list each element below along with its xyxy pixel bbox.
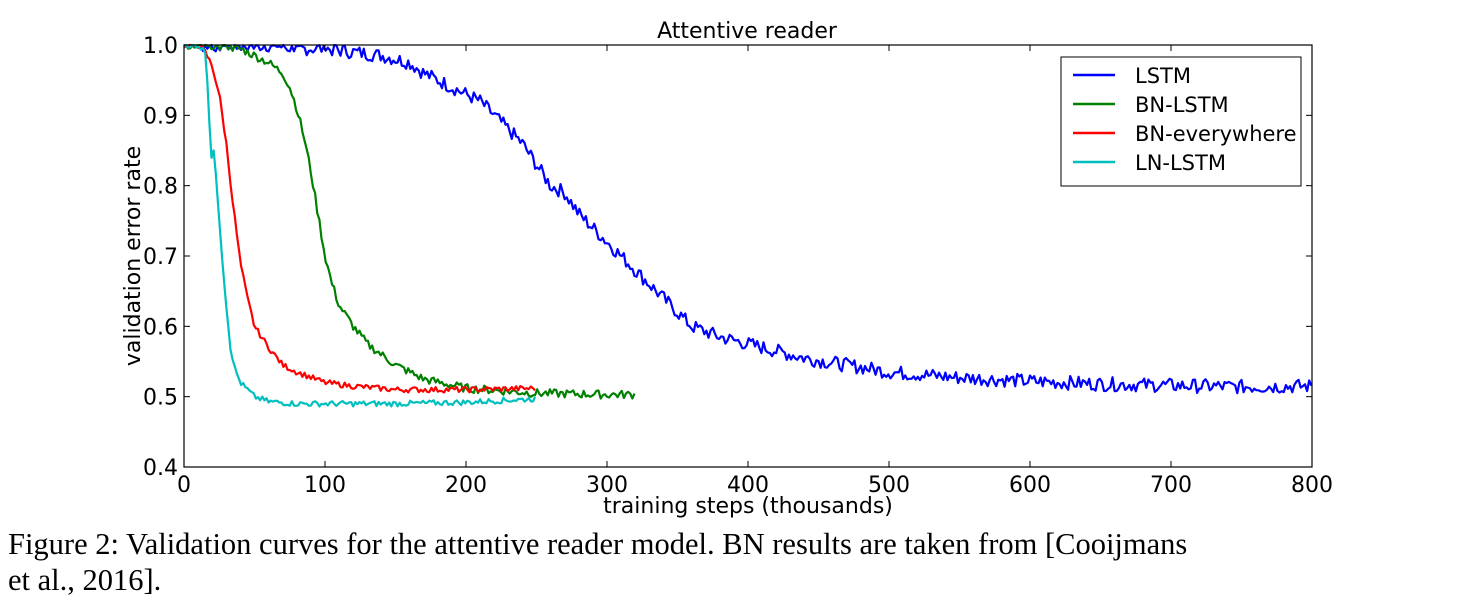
legend-label: LSTM — [1135, 64, 1191, 88]
y-tick-label: 0.5 — [143, 386, 178, 411]
y-tick-label: 0.4 — [143, 456, 178, 481]
plot-lines — [183, 43, 1313, 408]
x-tick-label: 700 — [1150, 473, 1192, 498]
x-tick-label: 800 — [1291, 473, 1333, 498]
series-line-bn-lstm — [183, 43, 636, 400]
x-tick-label: 600 — [1009, 473, 1051, 498]
caption-line-1: Figure 2: Validation curves for the atte… — [8, 527, 1188, 561]
y-tick-label: 0.6 — [143, 315, 178, 340]
series-line-ln-lstm — [183, 43, 537, 408]
x-tick-label: 400 — [727, 473, 769, 498]
legend-label: BN-everywhere — [1135, 122, 1297, 146]
y-tick-label: 0.9 — [143, 104, 178, 129]
x-tick-label: 0 — [177, 473, 191, 498]
caption-line-2: et al., 2016]. — [8, 563, 162, 597]
legend: LSTM BN-LSTM BN-everywhere LN-LSTM — [1060, 56, 1302, 187]
legend-label: BN-LSTM — [1135, 93, 1229, 117]
chart: Attentive reader 0 100 200 300 400 500 600 700 8… — [121, 19, 1333, 519]
y-axis-label: validation error rate — [121, 146, 146, 366]
figure-caption: Figure 2: Validation curves for the atte… — [8, 526, 1458, 598]
y-tick-label: 1.0 — [143, 34, 178, 59]
series-line-bn-everywhere — [183, 43, 536, 394]
y-tick-label: 0.7 — [143, 245, 178, 270]
x-tick-label: 100 — [304, 473, 346, 498]
x-tick-label: 500 — [868, 473, 910, 498]
x-tick-label: 300 — [586, 473, 628, 498]
x-axis-label: training steps (thousands) — [603, 494, 893, 519]
axis-ticks: 0 100 200 300 400 500 600 700 800 0.4 0.5 0.6 0.7 0.8… — [143, 34, 1333, 498]
chart-title: Attentive reader — [657, 19, 838, 44]
legend-label: LN-LSTM — [1135, 151, 1226, 175]
series-line-lstm — [183, 43, 1313, 395]
legend-box — [1060, 56, 1302, 187]
x-tick-label: 200 — [445, 473, 487, 498]
y-tick-label: 0.8 — [143, 175, 178, 200]
